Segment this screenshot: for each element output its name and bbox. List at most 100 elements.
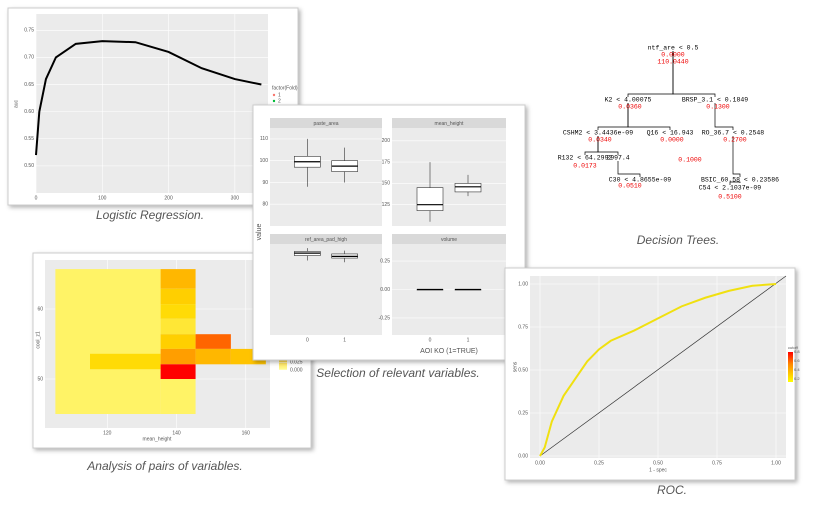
y-tick-label: 1.00 [518, 281, 528, 287]
x-tick-label: 140 [172, 430, 181, 436]
legend-title: cutoff [788, 345, 799, 350]
diagonal [539, 275, 787, 457]
x-axis-label: 1 - spec [649, 467, 667, 473]
tree-node: CSHM2 < 3.4436e-09 [563, 130, 633, 137]
heat-cell [160, 379, 196, 414]
tree-node: RO_36.7 < 0.2548 [702, 130, 765, 137]
tree-leaf: 0.1300 [706, 104, 730, 111]
y-tick-label: 0.50 [24, 163, 34, 169]
tree-node: K2 < 4.00075 [605, 97, 652, 104]
box [416, 187, 444, 211]
caption: Logistic Regression. [96, 208, 204, 222]
y-tick-label: 90 [262, 180, 268, 186]
plot-bg [392, 128, 506, 226]
plot-bg [270, 128, 382, 226]
box [454, 183, 482, 193]
facet-title: paste_area [313, 121, 338, 127]
caption: Analysis of pairs of variables. [86, 459, 242, 473]
y-tick-label: 175 [382, 159, 391, 165]
x-tick-label: 120 [103, 430, 112, 436]
y-tick-label: 0.25 [380, 258, 390, 264]
facet-title: ref_area_pad_high [305, 237, 347, 243]
heat-cell [90, 353, 161, 370]
facet-strip [392, 234, 506, 244]
legend-swatch [272, 93, 276, 97]
heat-cell [160, 288, 196, 305]
y-tick-label: 200 [382, 138, 391, 144]
tree-panel: ntf_are < 0.5 K2 < 4.00075 BRSP_3.1 < 0.18… [558, 45, 779, 201]
heat-cell [160, 304, 196, 319]
legend-label: 1 [278, 92, 281, 98]
caption: Selection of relevant variables. [316, 366, 479, 380]
mean-curve [35, 40, 262, 156]
y-tick-label: 110 [260, 136, 268, 142]
plot-bg [270, 244, 382, 335]
tree-node: Q16 < 16.943 [647, 130, 694, 137]
x-tick-label: 100 [98, 195, 107, 201]
x-tick-label: 1.00 [771, 460, 781, 466]
legend-label: 0.8 [794, 349, 800, 354]
x-tick-label: 0.00 [535, 460, 545, 466]
tree-leaf: 0.2700 [723, 137, 747, 144]
x-tick-label: 300 [231, 195, 240, 201]
heat-cell [160, 318, 196, 335]
legend-bar [788, 352, 793, 382]
caption: Decision Trees. [637, 233, 719, 247]
heat-cell [160, 269, 196, 289]
tree-node: BSIC_60.58 < 0.23586 [701, 177, 779, 184]
facet-title: mean_height [435, 121, 465, 127]
facet-title: volume [441, 237, 457, 243]
tree-edge [729, 181, 741, 185]
tree-node: C30 < 4.8655e-09 [609, 177, 672, 184]
legend-label: 0.025 [290, 360, 303, 366]
x-tick-label: 0 [306, 337, 309, 343]
tree-edge [617, 161, 641, 177]
tree-node: 2997.4 [606, 155, 630, 162]
x-tick-label: 0.50 [653, 460, 663, 466]
y-tick-label: 150 [382, 181, 391, 187]
legend-label: 0.4 [794, 367, 800, 372]
tree-node: BRSP_3.1 < 0.1849 [682, 97, 748, 104]
x-axis-label: AOI KO (1=TRUE) [420, 348, 478, 355]
x-axis-label: mean_height [143, 436, 173, 442]
legend-swatch [272, 99, 276, 103]
caption: ROC. [657, 483, 687, 497]
legend-label: 0.6 [794, 358, 800, 363]
heat-cell [160, 348, 196, 365]
y-tick-label: 0.60 [24, 109, 34, 115]
x-tick-label: 160 [242, 430, 251, 436]
y-tick-label: 0.75 [24, 28, 34, 34]
tree-node: R132 < 64.2992 [558, 155, 613, 162]
facet-strip [392, 118, 506, 128]
tree-leaf: 0.0510 [618, 183, 642, 190]
y-axis-label: cool_z1 [35, 331, 41, 348]
x-tick-label: 1 [343, 337, 346, 343]
legend-title: factor(Fold) [272, 85, 298, 91]
roc-curve [539, 283, 777, 457]
y-tick-label: 0.75 [518, 324, 528, 330]
y-tick-label: -0.25 [379, 315, 391, 321]
y-tick-label: 100 [260, 158, 269, 164]
roc-panel: 0.00 0.25 0.50 0.75 1.00 0.00 0.25 0.50 0.75 1.00… [504, 267, 800, 481]
legend-label: 2 [278, 98, 281, 104]
x-tick-label: 1 [467, 337, 470, 343]
logistic-panel: 0 100 200 300 0.75 0.70 0.65 0.60 0.55 0.50 auc fac… [7, 7, 299, 206]
x-tick-label: 0 [35, 195, 38, 201]
heat-cell [55, 269, 161, 414]
y-tick-label: 0.55 [24, 136, 34, 142]
y-tick-label: 0.50 [518, 367, 528, 373]
tree-leaf: 110.0440 [657, 59, 688, 66]
selection-panel: paste_area1101009080mean_height200175150… [252, 104, 526, 361]
y-tick-label: 0.70 [24, 55, 34, 61]
y-tick-label: 0.00 [518, 453, 528, 459]
heat-cell [195, 348, 231, 365]
tree-edge [714, 103, 734, 130]
tree-node: ntf_are < 0.5 [648, 45, 699, 52]
legend-label: 0.2 [794, 376, 800, 381]
tree-edge [732, 136, 741, 177]
y-tick-label: 50 [37, 376, 43, 382]
tree-edge [627, 103, 671, 130]
tree-node: C54 < 2.1037e-09 [699, 185, 762, 192]
y-axis-label: auc [13, 99, 19, 108]
